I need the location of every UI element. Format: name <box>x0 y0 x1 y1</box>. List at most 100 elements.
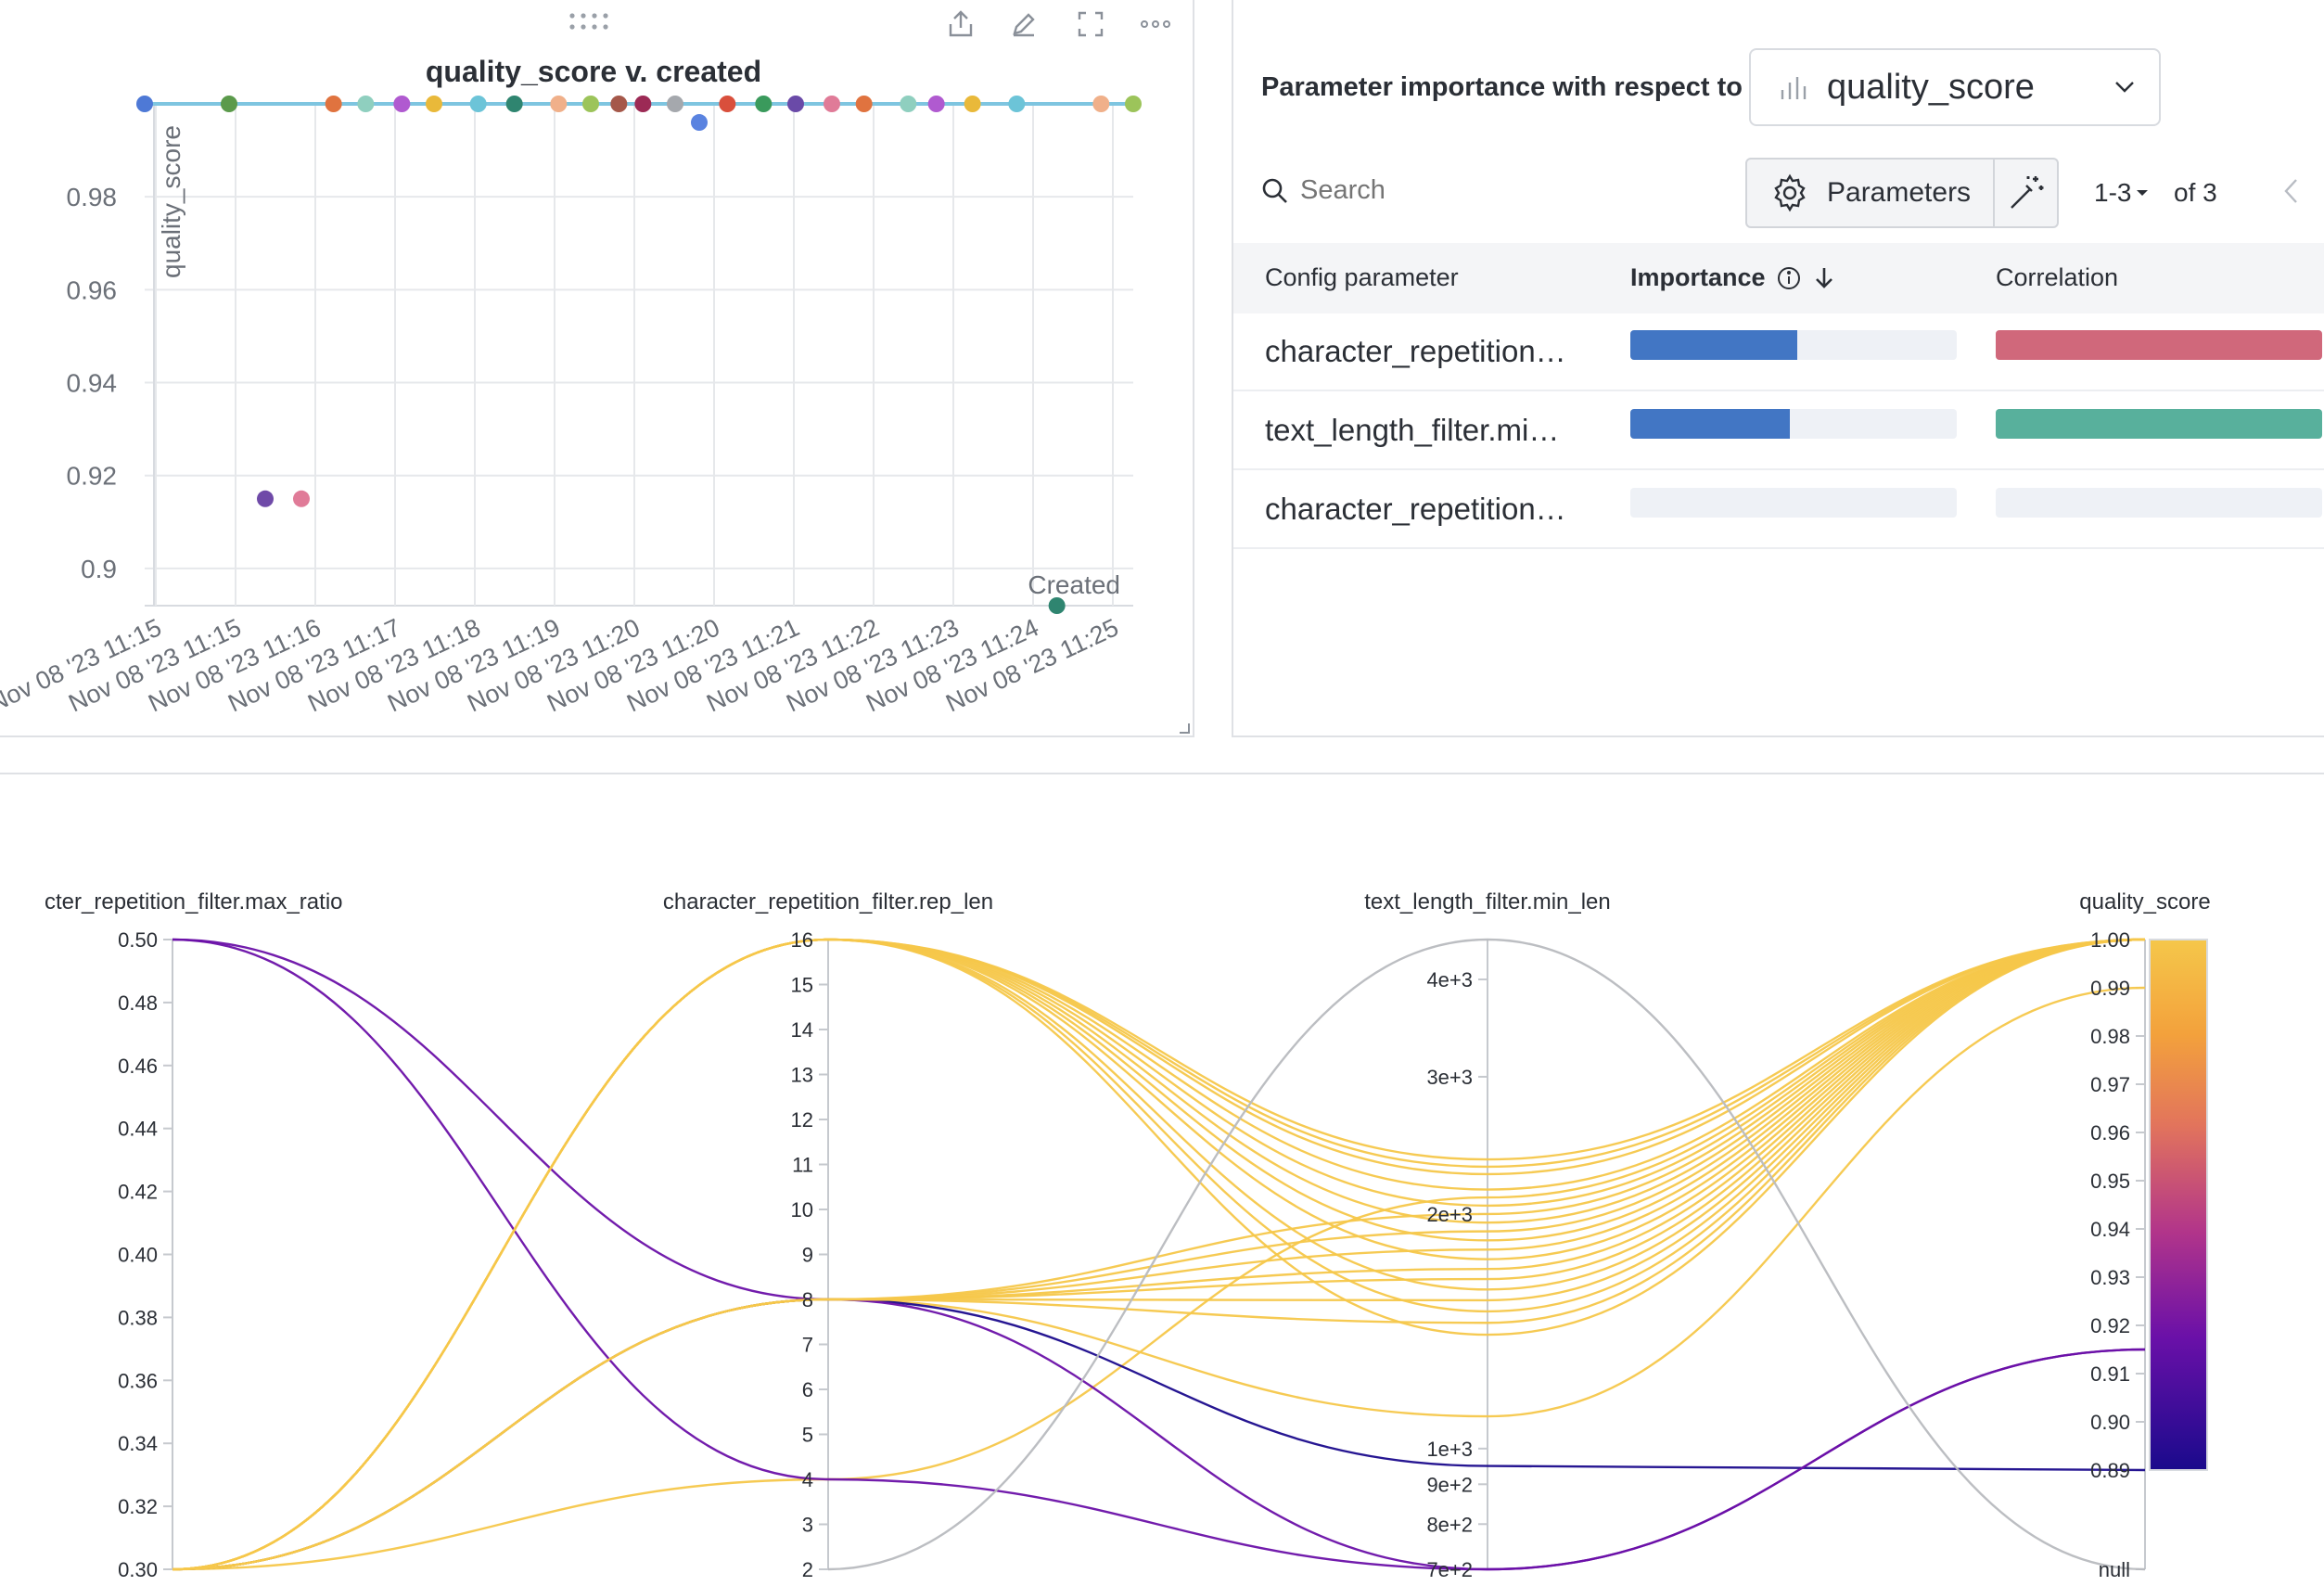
pc-tick-label: 0.50 <box>118 928 158 952</box>
data-point[interactable] <box>855 96 873 112</box>
data-point[interactable] <box>325 96 342 112</box>
pc-line[interactable] <box>172 938 2146 1571</box>
data-point[interactable] <box>667 96 683 112</box>
pc-tick-label: 0.32 <box>118 1495 158 1518</box>
pc-tick-label: 0.48 <box>118 991 158 1015</box>
correlation-bar-fill <box>1996 409 2322 439</box>
data-point[interactable] <box>582 96 599 112</box>
column-importance[interactable]: Importance <box>1630 263 1834 292</box>
pc-tick-label: 11 <box>792 1154 813 1177</box>
pagination-total: of 3 <box>2174 178 2217 207</box>
pc-tick-label: 8 <box>802 1288 813 1311</box>
pc-tick-label: 0.99 <box>2090 977 2130 1000</box>
table-row[interactable]: character_repetition… <box>1233 471 2324 549</box>
pc-axis-title[interactable]: character_repetition_filter.rep_len <box>663 889 993 915</box>
search-box[interactable] <box>1261 174 1580 207</box>
data-point[interactable] <box>610 96 628 112</box>
fullscreen-icon[interactable] <box>1070 4 1111 45</box>
data-point[interactable] <box>1092 96 1110 112</box>
chevron-left-icon[interactable] <box>2281 176 2300 211</box>
data-point[interactable] <box>1008 96 1026 112</box>
data-point[interactable] <box>505 96 523 112</box>
pc-tick-label: 8e+2 <box>1426 1513 1473 1536</box>
pagination-select[interactable]: 1-3 <box>2094 178 2150 208</box>
pc-tick-label: 0.42 <box>118 1181 158 1204</box>
metric-value: quality_score <box>1827 67 2035 107</box>
pc-axis-title[interactable]: text_length_filter.min_len <box>1364 889 1611 915</box>
pc-axis-title[interactable]: quality_score <box>2079 889 2210 915</box>
data-point[interactable] <box>426 96 442 112</box>
data-point[interactable] <box>293 490 310 507</box>
column-correlation[interactable]: Correlation <box>1996 263 2119 291</box>
data-point[interactable] <box>1048 597 1066 614</box>
magic-wand-icon <box>2006 173 2047 213</box>
parameters-label: Parameters <box>1827 177 1972 208</box>
data-point[interactable] <box>393 96 411 112</box>
pc-tick-label: 7 <box>802 1334 813 1357</box>
search-input[interactable] <box>1298 174 1580 207</box>
pc-tick-label: 0.40 <box>118 1244 158 1267</box>
importance-bar-fill <box>1630 330 1797 360</box>
data-point[interactable] <box>634 96 652 112</box>
resize-handle-icon[interactable] <box>1176 720 1191 739</box>
data-point[interactable] <box>221 96 237 112</box>
y-tick-label: 0.92 <box>67 462 118 491</box>
edit-icon[interactable] <box>1003 4 1044 45</box>
pc-lines[interactable] <box>172 938 2146 1571</box>
pc-line[interactable] <box>827 938 2146 1571</box>
pc-tick-label: 0.90 <box>2090 1411 2130 1434</box>
table-row[interactable]: text_length_filter.mi… <box>1233 392 2324 470</box>
pc-tick-label: 13 <box>791 1064 813 1087</box>
importance-bar-fill <box>1630 409 1790 439</box>
y-axis-ticks: 0.9 0.92 0.94 0.96 0.98 <box>67 183 118 583</box>
sort-desc-arrow-icon[interactable] <box>1814 266 1834 290</box>
more-icon[interactable] <box>1135 4 1176 45</box>
data-point[interactable] <box>719 96 736 112</box>
data-point[interactable] <box>1125 96 1142 112</box>
drag-handle-icon[interactable] <box>568 9 618 38</box>
magic-wand-button[interactable] <box>1995 160 2057 226</box>
data-point[interactable] <box>257 490 274 507</box>
pc-line[interactable] <box>172 938 2146 1571</box>
parameters-button[interactable]: Parameters <box>1747 160 1996 226</box>
pc-tick-label: 0.97 <box>2090 1073 2130 1096</box>
pc-tick-label: 0.46 <box>118 1055 158 1078</box>
correlation-bar-track <box>1996 330 2322 360</box>
share-icon[interactable] <box>940 4 981 45</box>
pc-line[interactable] <box>172 938 2146 1571</box>
data-point[interactable] <box>927 96 945 112</box>
pc-tick-label: 9e+2 <box>1426 1473 1473 1496</box>
data-point[interactable] <box>357 96 375 112</box>
pc-axis-title[interactable]: cter_repetition_filter.max_ratio <box>45 889 343 915</box>
pc-tick-label: 9 <box>802 1244 813 1267</box>
correlation-bar-track <box>1996 409 2322 439</box>
data-point[interactable] <box>964 96 981 112</box>
pc-tick-label: 0.34 <box>118 1432 158 1455</box>
parallel-coordinates-chart: cter_repetition_filter.max_ratio 0.50 0.48… <box>45 889 2211 1581</box>
data-points[interactable] <box>136 96 1142 614</box>
pagination-range: 1-3 <box>2094 178 2132 207</box>
column-config-parameter[interactable]: Config parameter <box>1265 263 1459 291</box>
panel-divider <box>0 773 2324 774</box>
param-name: text_length_filter.mi… <box>1265 413 1560 447</box>
metric-dropdown[interactable]: quality_score <box>1749 48 2161 126</box>
data-point[interactable] <box>136 96 153 112</box>
pc-line[interactable] <box>172 938 2146 1571</box>
importance-bar-track <box>1630 330 1957 360</box>
data-point[interactable] <box>691 114 708 132</box>
info-icon[interactable] <box>1777 266 1801 290</box>
data-point[interactable] <box>550 96 568 112</box>
pc-tick-label: 5 <box>802 1424 813 1447</box>
pc-axes <box>163 939 2146 1570</box>
pc-tick-label: 3e+3 <box>1426 1066 1473 1089</box>
data-point[interactable] <box>824 96 840 112</box>
data-point[interactable] <box>900 96 917 112</box>
pc-tick-label: null <box>2099 1558 2130 1581</box>
table-row[interactable]: character_repetition… <box>1233 313 2324 391</box>
data-point[interactable] <box>755 96 773 112</box>
pc-tick-label: 3 <box>802 1514 813 1537</box>
caret-down-icon <box>2135 188 2150 198</box>
data-point[interactable] <box>469 96 487 112</box>
data-point[interactable] <box>787 96 804 112</box>
chart-grid <box>145 104 1133 607</box>
